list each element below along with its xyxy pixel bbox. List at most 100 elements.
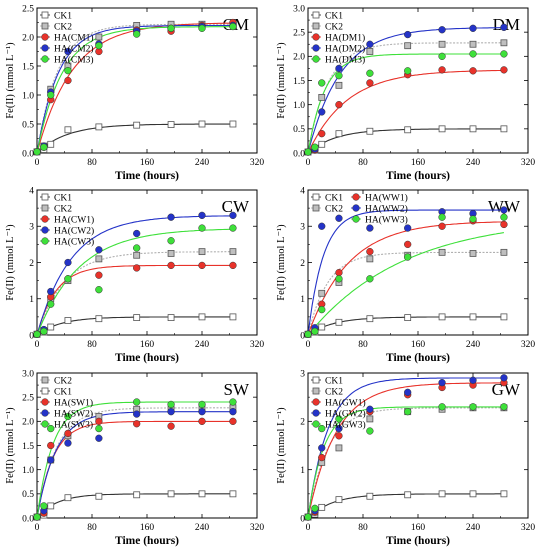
data-point	[47, 140, 55, 148]
y-tick-label: 2.5	[293, 28, 305, 38]
legend-label: CK2	[325, 204, 343, 214]
data-point	[95, 492, 103, 500]
legend-swatch	[312, 409, 320, 417]
data-point	[404, 253, 412, 261]
y-axis-label: Fe(II) (mmol L⁻¹)	[5, 42, 16, 119]
legend-label: HA(CM3)	[54, 54, 94, 65]
x-tick-label: 80	[358, 340, 368, 350]
data-point	[404, 314, 412, 322]
data-point	[95, 417, 103, 425]
data-point	[335, 444, 343, 452]
data-point	[95, 434, 103, 442]
x-tick-label: 160	[411, 158, 426, 168]
y-tick-label: 0.0	[293, 149, 305, 159]
x-tick-label: 320	[521, 523, 535, 533]
data-point	[64, 317, 72, 324]
y-tick-label: 3.0	[22, 369, 34, 379]
x-axis-label: Time (hours)	[115, 170, 179, 182]
legend-swatch	[41, 387, 49, 395]
x-tick-label: 0	[35, 340, 40, 350]
data-point	[335, 318, 343, 326]
data-point	[95, 315, 103, 323]
y-tick-label: 2.0	[22, 418, 34, 428]
legend-label: CK2	[54, 204, 72, 214]
y-tick-label: 2.0	[293, 53, 305, 63]
data-point	[335, 72, 343, 80]
data-point	[318, 323, 326, 331]
y-tick-label: 0.0	[22, 514, 34, 524]
data-point	[500, 206, 508, 214]
data-point	[64, 494, 72, 502]
data-point	[318, 453, 326, 462]
x-tick-label: 160	[411, 523, 426, 533]
data-point	[40, 502, 48, 510]
x-tick-label: 160	[411, 340, 426, 350]
data-point	[318, 94, 326, 101]
data-point	[438, 213, 446, 221]
data-point	[167, 490, 175, 498]
legend-swatch	[312, 33, 320, 41]
data-point	[469, 215, 477, 223]
data-point	[64, 76, 72, 85]
data-point	[167, 213, 175, 221]
y-tick-label: 1.5	[22, 442, 34, 452]
data-point	[438, 66, 446, 74]
y-tick-label: 1	[29, 295, 34, 305]
data-point	[47, 441, 55, 450]
x-tick-label: 80	[87, 523, 97, 533]
legend-label: CK2	[325, 387, 343, 397]
data-point	[366, 405, 374, 413]
data-point	[47, 287, 55, 296]
x-tick-label: 160	[140, 340, 155, 350]
x-tick-label: 240	[195, 523, 210, 533]
data-point	[198, 417, 206, 425]
legend-label: HA(DM1)	[325, 32, 365, 43]
data-point	[335, 432, 343, 440]
data-point	[47, 91, 55, 99]
x-tick-label: 320	[521, 340, 535, 350]
legend-swatch	[41, 22, 49, 30]
legend-swatch	[312, 420, 320, 428]
data-point	[500, 490, 508, 498]
y-tick-label: 1.0	[293, 101, 305, 111]
data-point	[40, 143, 48, 151]
data-point	[47, 300, 55, 308]
data-point	[167, 250, 175, 257]
y-tick-label: 2	[300, 259, 305, 269]
legend-swatch	[312, 22, 320, 30]
x-tick-label: 240	[466, 523, 481, 533]
data-point	[335, 64, 343, 73]
y-axis-label: Fe(II) (mmol L⁻¹)	[276, 224, 287, 301]
legend-swatch	[41, 226, 49, 234]
data-point	[469, 403, 477, 411]
fit-curve-ha(ww2)	[307, 209, 504, 336]
panel-title: GW	[492, 380, 521, 399]
legend-swatch	[312, 11, 320, 19]
data-point	[469, 24, 477, 32]
data-point	[438, 379, 446, 387]
data-point	[95, 271, 103, 279]
data-point	[366, 275, 374, 283]
legend-label: HA(WW2)	[365, 203, 408, 214]
data-point	[198, 408, 206, 416]
data-point	[47, 424, 55, 433]
x-tick-label: 80	[87, 158, 97, 168]
data-point	[438, 52, 446, 60]
x-tick-label: 320	[250, 158, 265, 168]
data-point	[167, 400, 175, 409]
data-point	[335, 415, 343, 423]
y-tick-label: 2	[29, 259, 34, 269]
data-point	[229, 211, 237, 220]
data-point	[95, 246, 103, 254]
y-tick-label: 1.0	[22, 91, 34, 101]
panel-title: SW	[224, 380, 250, 399]
data-point	[500, 403, 508, 411]
data-point	[229, 22, 237, 31]
data-point	[133, 314, 141, 322]
data-point	[133, 244, 141, 252]
legend-swatch	[312, 204, 320, 212]
legend-swatch	[352, 215, 360, 223]
x-tick-label: 0	[35, 523, 40, 533]
y-tick-label: 0	[29, 331, 34, 341]
legend-swatch	[41, 44, 49, 52]
